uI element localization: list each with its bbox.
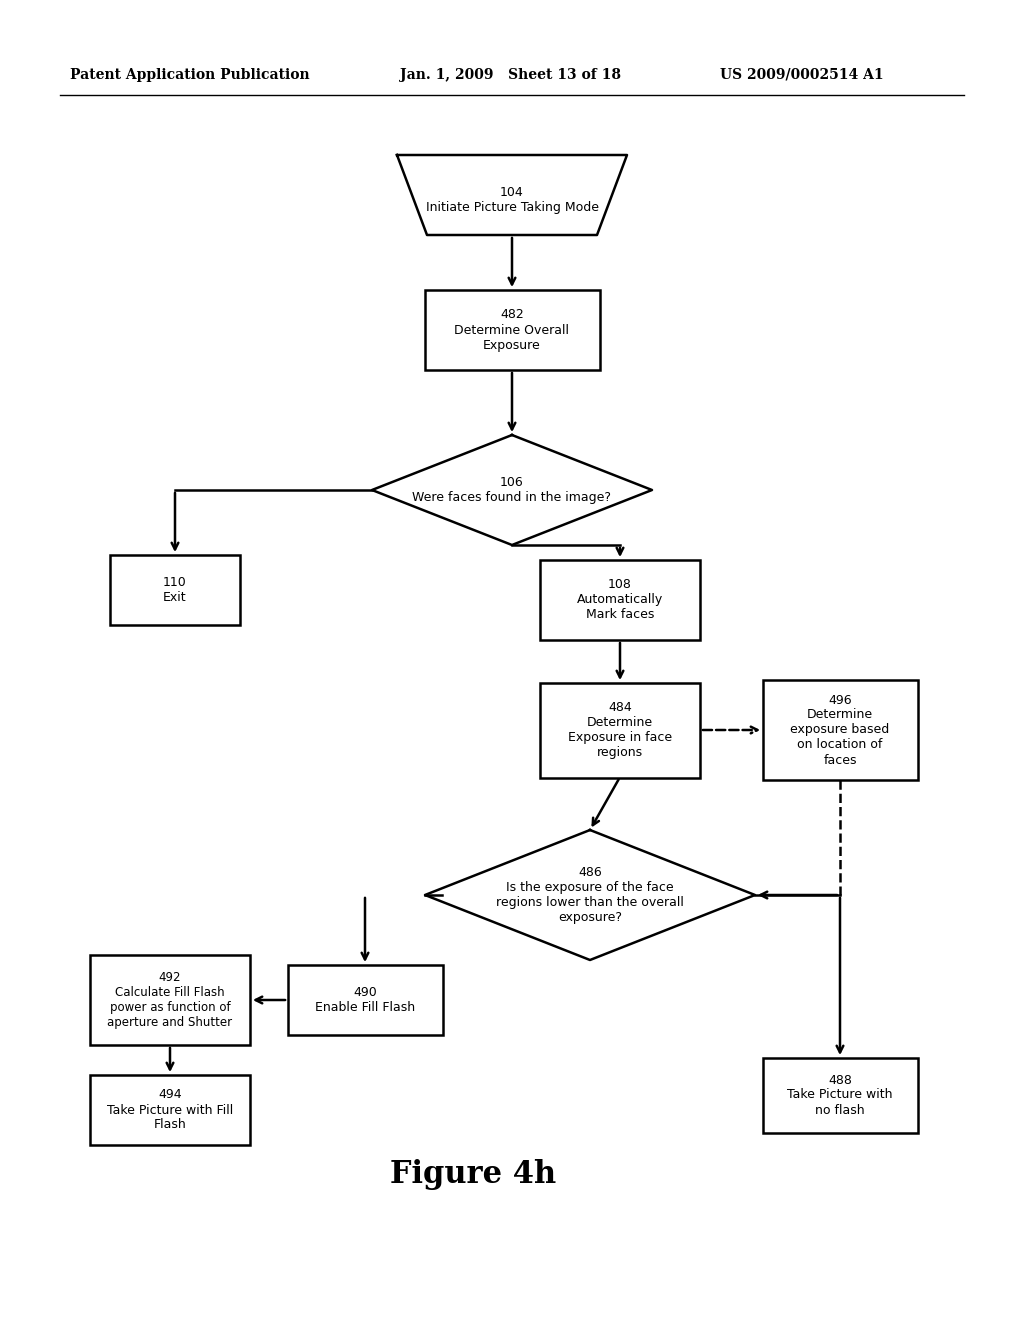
Bar: [763, 680, 918, 780]
Bar: [540, 682, 700, 777]
Text: 486
Is the exposure of the face
regions lower than the overall
exposure?: 486 Is the exposure of the face regions …: [496, 866, 684, 924]
Bar: [425, 290, 599, 370]
Text: 110
Exit: 110 Exit: [163, 576, 186, 605]
Text: 494
Take Picture with Fill
Flash: 494 Take Picture with Fill Flash: [106, 1089, 233, 1131]
Bar: [90, 954, 250, 1045]
Text: 496
Determine
exposure based
on location of
faces: 496 Determine exposure based on location…: [791, 693, 890, 767]
Bar: [110, 554, 240, 624]
Bar: [90, 1074, 250, 1144]
Text: Patent Application Publication: Patent Application Publication: [70, 69, 309, 82]
Text: 484
Determine
Exposure in face
regions: 484 Determine Exposure in face regions: [568, 701, 672, 759]
Text: 490
Enable Fill Flash: 490 Enable Fill Flash: [315, 986, 415, 1014]
Bar: [288, 965, 442, 1035]
Text: 482
Determine Overall
Exposure: 482 Determine Overall Exposure: [455, 309, 569, 351]
Bar: [540, 560, 700, 640]
Text: 104
Initiate Picture Taking Mode: 104 Initiate Picture Taking Mode: [426, 186, 598, 214]
Text: Jan. 1, 2009   Sheet 13 of 18: Jan. 1, 2009 Sheet 13 of 18: [400, 69, 621, 82]
Text: Figure 4h: Figure 4h: [390, 1159, 556, 1191]
Text: 108
Automatically
Mark faces: 108 Automatically Mark faces: [577, 578, 664, 622]
Text: 106
Were faces found in the image?: 106 Were faces found in the image?: [413, 477, 611, 504]
Text: 488
Take Picture with
no flash: 488 Take Picture with no flash: [787, 1073, 893, 1117]
Text: US 2009/0002514 A1: US 2009/0002514 A1: [720, 69, 884, 82]
Text: 492
Calculate Fill Flash
power as function of
aperture and Shutter: 492 Calculate Fill Flash power as functi…: [108, 972, 232, 1030]
Bar: [763, 1057, 918, 1133]
